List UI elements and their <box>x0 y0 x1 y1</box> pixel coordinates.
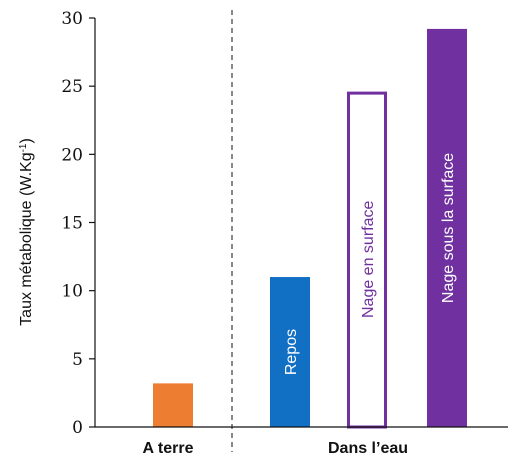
bars: Repos Nage en surface Nage sous la surface <box>153 28 467 429</box>
bar <box>427 28 467 427</box>
bar <box>347 91 387 429</box>
bar-label: Nage sous la surface <box>440 153 457 303</box>
bar <box>153 383 193 427</box>
group-label-dans-l-eau: Dans l’eau <box>328 440 408 457</box>
y-axis-label-close: ) <box>18 138 35 143</box>
y-tick-label: 15 <box>61 214 83 234</box>
y-axis-ticks: 0 5 10 15 20 25 30 <box>61 9 95 438</box>
bar <box>270 277 310 427</box>
bar-label: Nage en surface <box>360 201 377 319</box>
y-tick-label: 10 <box>61 282 83 302</box>
y-tick-label: 5 <box>72 350 83 370</box>
y-tick-label: 20 <box>61 145 83 165</box>
y-tick-label: 0 <box>72 418 83 438</box>
y-axis-label-main: Taux métabolique (W.Kg <box>18 152 35 325</box>
y-tick-label: 25 <box>61 77 83 97</box>
y-axis-label: Taux métabolique (W.Kg-1) <box>18 138 36 326</box>
y-tick-label: 30 <box>61 9 83 29</box>
y-axis-label-superscript: -1 <box>18 143 29 152</box>
bar-label: Repos <box>283 329 300 375</box>
group-label-a-terre: A terre <box>143 440 194 457</box>
